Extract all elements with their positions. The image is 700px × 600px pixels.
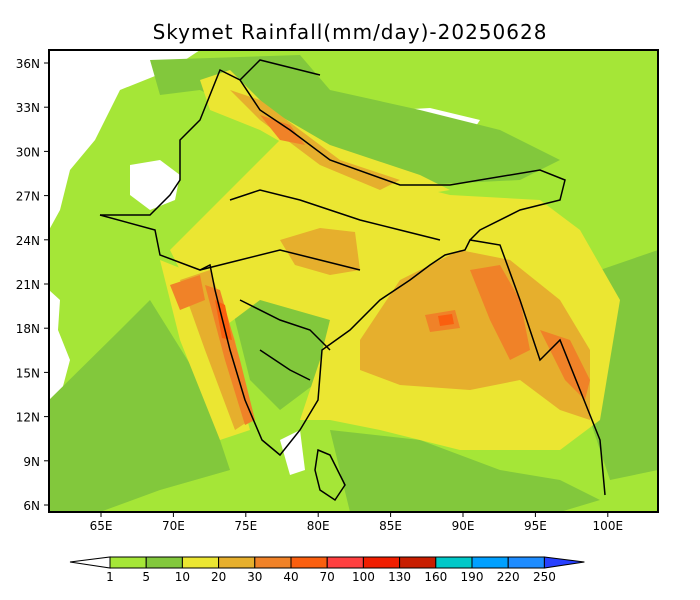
colorbar-swatch	[471, 556, 509, 569]
rainfall-field	[49, 50, 658, 512]
lat-label: 27N	[16, 190, 40, 204]
colorbar-label: 160	[424, 570, 447, 584]
colorbar-swatch	[362, 556, 401, 569]
colorbar-label: 250	[533, 570, 556, 584]
colorbar-label: 130	[388, 570, 411, 584]
lon-label: 90E	[452, 519, 475, 533]
lon-label: 70E	[162, 519, 185, 533]
colorbar-swatch	[290, 556, 328, 569]
colorbar-swatch	[181, 556, 220, 569]
lat-label: 18N	[16, 322, 40, 336]
colorbar-swatch	[145, 556, 183, 569]
lon-label: 75E	[234, 519, 257, 533]
colorbar-label: 40	[283, 570, 298, 584]
lat-label: 9N	[23, 455, 40, 469]
colorbar: 1 5 10 20 30 40 70 100 130 160 190 220 250	[69, 556, 585, 584]
lon-label: 80E	[307, 519, 330, 533]
latitude-axis: 36N 33N 30N 27N 24N 21N 18N 15N 12N 9N 6N	[16, 57, 49, 513]
lat-label: 33N	[16, 101, 40, 115]
lon-label: 65E	[90, 519, 113, 533]
lat-label: 12N	[16, 411, 40, 425]
colorbar-swatch	[507, 556, 545, 569]
map-frame	[48, 49, 659, 513]
longitude-axis: 65E 70E 75E 80E 85E 90E 95E 100E	[90, 512, 623, 533]
colorbar-label: 100	[352, 570, 375, 584]
lat-label: 21N	[16, 278, 40, 292]
colorbar-label: 70	[320, 570, 335, 584]
lat-label: 36N	[16, 57, 40, 71]
colorbar-swatch	[435, 556, 473, 569]
lat-label: 15N	[16, 366, 40, 380]
lon-label: 100E	[593, 519, 624, 533]
lat-label: 24N	[16, 234, 40, 248]
colorbar-label: 5	[142, 570, 150, 584]
lon-label: 85E	[379, 519, 402, 533]
colorbar-low-arrow	[69, 556, 111, 569]
colorbar-label: 220	[497, 570, 520, 584]
colorbar-label: 10	[175, 570, 190, 584]
colorbar-label: 20	[211, 570, 226, 584]
colorbar-label: 1	[106, 570, 114, 584]
colorbar-swatch	[109, 556, 147, 569]
colorbar-swatch	[218, 556, 256, 569]
country-boundaries	[99, 59, 606, 502]
colorbar-swatch	[254, 556, 292, 569]
colorbar-label: 30	[247, 570, 262, 584]
lat-label: 30N	[16, 145, 40, 159]
lat-label: 6N	[23, 499, 40, 513]
colorbar-swatch	[399, 556, 437, 569]
colorbar-high-arrow	[543, 556, 585, 569]
map-title: Skymet Rainfall(mm/day)-20250628	[152, 20, 548, 44]
lon-label: 95E	[524, 519, 547, 533]
colorbar-swatch	[326, 556, 364, 569]
colorbar-label: 190	[461, 570, 484, 584]
